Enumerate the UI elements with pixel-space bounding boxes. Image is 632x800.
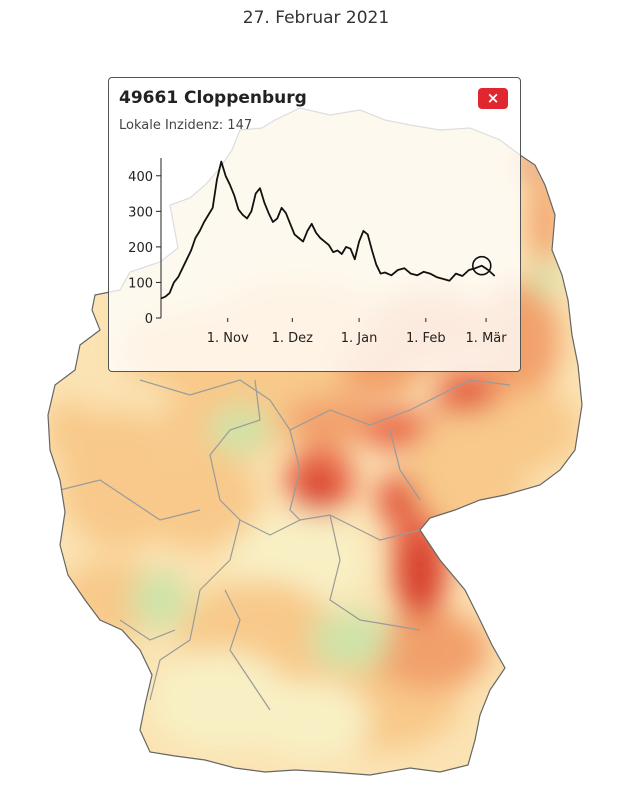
state-border-line <box>289 429 351 526</box>
incidence-line <box>160 160 496 300</box>
heat-blob <box>210 405 270 455</box>
state-border-line <box>239 519 301 536</box>
state-border-line <box>349 524 421 541</box>
state-border-line <box>149 559 231 701</box>
x-tick-label: 1. Jan <box>341 331 378 346</box>
date-title: 27. Februar 2021 <box>242 8 390 28</box>
y-tick-label: 300 <box>128 205 153 220</box>
heat-layer <box>48 155 580 760</box>
state-borders <box>59 379 511 711</box>
current-value-marker <box>471 255 492 276</box>
x-tick-label: 1. Nov <box>207 331 249 346</box>
heat-blob <box>48 400 95 460</box>
heat-blob <box>520 155 540 175</box>
x-tick-label: 1. Mär <box>466 331 508 346</box>
state-border-line <box>59 479 201 521</box>
heat-blob <box>250 680 370 760</box>
state-border-line <box>119 619 176 641</box>
x-tick-label: 1. Feb <box>406 331 446 346</box>
close-button[interactable]: × <box>478 88 508 109</box>
heat-blob <box>456 388 480 412</box>
y-tick-label: 200 <box>128 241 153 256</box>
y-tick-label: 100 <box>128 276 153 291</box>
heat-blob <box>533 260 557 300</box>
heat-blob <box>480 390 580 470</box>
heat-blob <box>300 470 336 506</box>
incidence-chart: 0 100 200 300 400 1. Nov 1. Dez 1. Jan 1. Feb 1. … <box>128 158 508 346</box>
region-popup: 49661 Cloppenburg Lokale Inzidenz: 147 ×… <box>108 77 521 372</box>
heat-blob <box>370 610 490 690</box>
state-border-line <box>224 589 271 711</box>
heat-blob <box>310 610 390 670</box>
heat-blob <box>402 530 438 620</box>
x-tick-label: 1. Dez <box>272 331 314 346</box>
state-border-line <box>329 514 421 631</box>
state-border-line <box>389 429 421 501</box>
heat-blob <box>285 395 375 445</box>
popup-incidence: Lokale Inzidenz: 147 <box>119 118 253 133</box>
state-border-line <box>439 379 511 396</box>
popup-title: 49661 Cloppenburg <box>119 88 307 108</box>
heat-blob <box>130 570 190 630</box>
y-tick-label: 0 <box>145 312 153 327</box>
y-tick-label: 400 <box>128 170 153 185</box>
heat-blob <box>140 450 260 550</box>
